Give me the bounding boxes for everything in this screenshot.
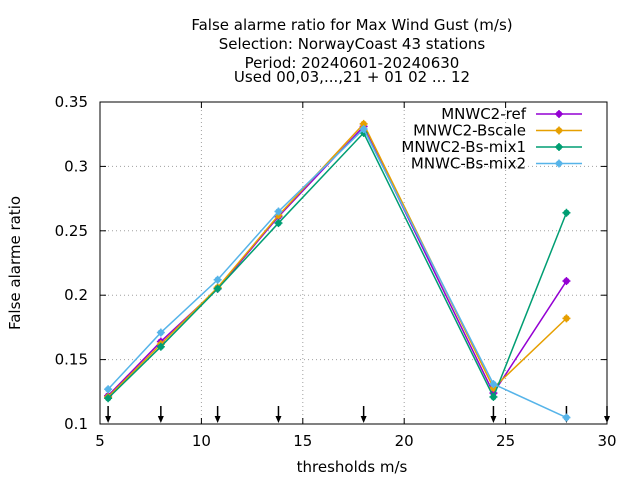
series-mnwc2-bs-mix1 [104,128,571,403]
y-tick-label: 0.3 [64,157,88,175]
data-point [274,219,283,228]
data-point [104,385,113,394]
y-axis: 0.1 0.15 0.2 0.25 0.3 0.35 [55,93,607,433]
threshold-arrow-icon [275,406,282,423]
series-line [107,131,568,399]
data-point [156,342,165,351]
data-point [555,110,563,118]
legend-entry: MNWC2-Bs-mix1 [401,138,582,156]
legend-entry: MNWC-Bs-mix2 [411,155,582,173]
x-axis: 5 10 15 20 25 30 [95,102,617,450]
data-point [562,413,571,422]
legend-label: MNWC-Bs-mix2 [411,155,526,173]
data-point [156,328,165,337]
series-lines [104,119,571,422]
data-point [359,125,368,134]
legend: MNWC2-refMNWC2-BscaleMNWC2-Bs-mix1MNWC-B… [401,105,582,173]
x-axis-label: thresholds m/s [297,458,408,476]
legend-entry: MNWC2-Bscale [413,122,582,140]
x-tick-label: 15 [293,432,312,450]
data-point [555,159,563,168]
x-tick-label: 20 [395,432,414,450]
legend-label: MNWC2-Bs-mix1 [401,138,526,156]
chart-title: False alarme ratio for Max Wind Gust (m/… [191,16,512,86]
threshold-arrow-icon [214,406,221,423]
title-line-4: Used 00,03,...,21 + 01 02 ... 12 [234,68,470,86]
title-line-3: Period: 20240601-20240630 [245,54,460,72]
title-line-2: Selection: NorwayCoast 43 stations [219,35,486,53]
y-tick-label: 0.1 [64,415,88,433]
x-tick-label: 10 [192,432,211,450]
data-point [555,143,563,151]
threshold-arrow-icon [490,406,497,423]
threshold-arrow-icon [105,406,112,423]
y-axis-label: False alarme ratio [6,196,24,330]
threshold-arrows [105,406,610,423]
y-tick-label: 0.35 [55,93,88,111]
data-point [274,207,283,216]
legend-label: MNWC2-ref [441,105,526,123]
legend-entry: MNWC2-ref [441,105,582,123]
title-line-1: False alarme ratio for Max Wind Gust (m/… [191,16,512,34]
grid [100,102,607,424]
data-point [213,284,222,293]
legend-label: MNWC2-Bscale [413,122,526,140]
data-point [562,208,571,217]
x-tick-label: 30 [597,432,616,450]
data-point [489,392,498,401]
series-mnwc-bs-mix2 [104,125,571,422]
x-tick-label: 5 [95,432,105,450]
data-point [213,275,222,284]
threshold-arrow-icon [360,406,367,423]
y-tick-label: 0.2 [64,286,88,304]
y-tick-label: 0.15 [55,351,88,369]
data-point [489,380,498,389]
data-point [562,277,571,286]
plot-area-border [99,101,608,425]
threshold-arrow-icon [157,406,164,423]
y-tick-label: 0.25 [55,222,88,240]
threshold-arrow-icon [604,406,610,423]
data-point [555,126,563,135]
data-point [104,394,113,403]
x-tick-label: 25 [496,432,515,450]
data-point [562,314,571,323]
